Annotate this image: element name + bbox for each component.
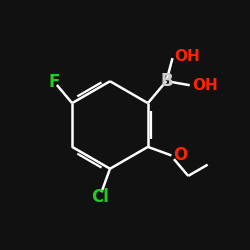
Text: O: O xyxy=(173,146,187,164)
Text: OH: OH xyxy=(174,50,200,64)
Text: F: F xyxy=(49,73,60,91)
Text: OH: OH xyxy=(192,78,218,93)
Text: Cl: Cl xyxy=(91,188,109,206)
Text: B: B xyxy=(160,72,173,90)
